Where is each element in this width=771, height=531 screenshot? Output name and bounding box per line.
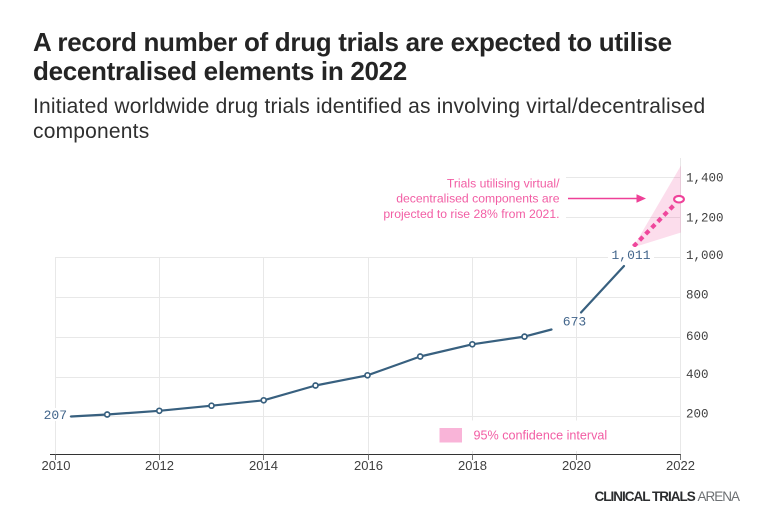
svg-text:1,000: 1,000 (686, 249, 724, 263)
svg-text:2020: 2020 (562, 458, 591, 473)
svg-text:2016: 2016 (354, 458, 383, 473)
svg-text:2010: 2010 (42, 458, 71, 473)
svg-text:1,400: 1,400 (686, 172, 724, 186)
svg-text:2018: 2018 (458, 458, 487, 473)
svg-text:2014: 2014 (249, 458, 278, 473)
svg-text:1,200: 1,200 (686, 212, 724, 226)
svg-text:207: 207 (44, 408, 67, 423)
svg-text:673: 673 (563, 315, 586, 330)
svg-text:projected to rise 28% from 202: projected to rise 28% from 2021. (383, 207, 559, 221)
svg-text:decentralised components are: decentralised components are (396, 192, 559, 206)
svg-text:200: 200 (686, 408, 709, 422)
svg-text:2022: 2022 (666, 458, 695, 473)
svg-text:800: 800 (686, 289, 709, 303)
svg-text:400: 400 (686, 368, 709, 382)
svg-text:2012: 2012 (145, 458, 174, 473)
svg-text:95% confidence interval: 95% confidence interval (474, 429, 608, 443)
svg-text:1,011: 1,011 (611, 248, 650, 263)
svg-text:Trials utilising virtual/: Trials utilising virtual/ (447, 176, 560, 190)
svg-text:600: 600 (686, 330, 709, 344)
